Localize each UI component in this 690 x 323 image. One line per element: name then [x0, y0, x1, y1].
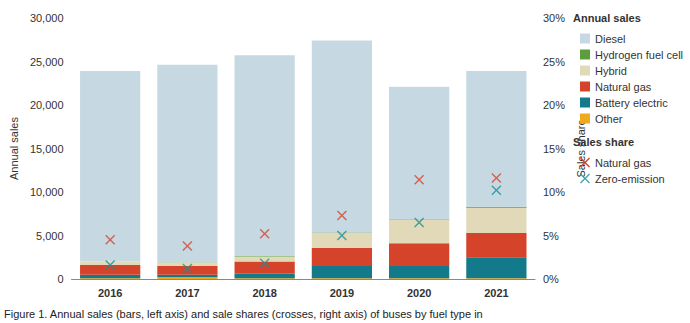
svg-text:2019: 2019 — [330, 287, 354, 299]
svg-text:25%: 25% — [543, 56, 565, 68]
svg-text:15%: 15% — [543, 143, 565, 155]
svg-text:2021: 2021 — [484, 287, 508, 299]
svg-text:15,000: 15,000 — [30, 143, 64, 155]
svg-text:Battery electric: Battery electric — [595, 97, 668, 109]
svg-text:Diesel: Diesel — [595, 33, 626, 45]
svg-text:20,000: 20,000 — [30, 99, 64, 111]
svg-text:10%: 10% — [543, 186, 565, 198]
svg-text:Natural gas: Natural gas — [595, 157, 652, 169]
svg-text:Annual sales: Annual sales — [8, 117, 20, 180]
svg-text:Annual sales: Annual sales — [573, 12, 641, 24]
svg-text:Other: Other — [595, 113, 623, 125]
svg-text:Sales share: Sales share — [573, 135, 635, 148]
svg-text:5,000: 5,000 — [36, 230, 64, 242]
svg-text:Zero-emission: Zero-emission — [595, 173, 665, 185]
svg-text:25,000: 25,000 — [30, 56, 64, 68]
svg-text:2016: 2016 — [98, 287, 122, 299]
svg-text:20%: 20% — [543, 99, 565, 111]
svg-text:0: 0 — [57, 273, 63, 285]
svg-text:2018: 2018 — [252, 287, 276, 299]
svg-text:30%: 30% — [543, 12, 565, 24]
svg-text:5%: 5% — [543, 230, 559, 242]
svg-text:2020: 2020 — [407, 287, 431, 299]
svg-text:Sales share: Sales share — [575, 119, 587, 177]
svg-text:10,000: 10,000 — [30, 186, 64, 198]
svg-text:Hydrogen fuel cell: Hydrogen fuel cell — [595, 49, 683, 61]
svg-text:2017: 2017 — [175, 287, 199, 299]
svg-text:Figure 1. Annual sales (bars,: Figure 1. Annual sales (bars, left axis)… — [4, 308, 483, 320]
svg-text:30,000: 30,000 — [30, 12, 64, 24]
svg-text:0%: 0% — [543, 273, 559, 285]
svg-text:Natural gas: Natural gas — [595, 81, 652, 93]
svg-text:Hybrid: Hybrid — [595, 65, 627, 77]
